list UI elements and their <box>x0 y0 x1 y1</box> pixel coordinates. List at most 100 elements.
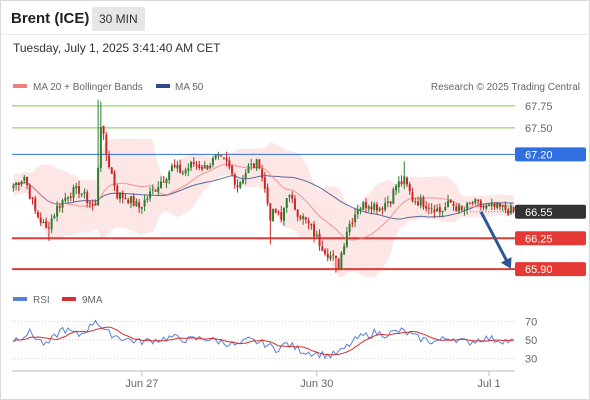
level-label-66.55: 66.55 <box>525 207 553 219</box>
level-label-67.75: 67.75 <box>525 101 553 113</box>
candle-body <box>340 253 343 270</box>
candle-body <box>488 204 491 206</box>
candle-body <box>293 198 296 210</box>
candle-body <box>507 209 510 215</box>
time-tick-label: Jun 27 <box>125 378 158 390</box>
candle-body <box>56 205 59 217</box>
candle-body <box>433 209 436 213</box>
price-levels <box>12 105 515 271</box>
candle-body <box>67 197 70 199</box>
candle-body <box>482 206 485 208</box>
candle-body <box>354 214 357 223</box>
candle-body <box>17 182 20 185</box>
candle-body <box>348 224 351 233</box>
candle-body <box>105 134 108 155</box>
candle-body <box>395 185 398 191</box>
candle-body <box>23 177 26 181</box>
candle-body <box>414 201 417 203</box>
time-tick-label: Jun 30 <box>300 378 333 390</box>
level-tag-65.90 <box>515 262 586 277</box>
level-label-67.20: 67.20 <box>525 149 553 161</box>
candle-body <box>468 203 471 205</box>
candle-body <box>321 246 324 251</box>
candle-body <box>138 202 141 208</box>
rsi-ma-line <box>13 326 514 356</box>
candle-body <box>280 212 283 220</box>
candle-body <box>479 200 482 208</box>
candle-body <box>47 227 50 229</box>
forecast-arrow-shaft <box>479 211 511 266</box>
candle-body <box>359 208 362 211</box>
candle-body <box>88 202 91 204</box>
candle-body <box>233 174 236 185</box>
chart-datetime: Tuesday, July 1, 2025 3:41:40 AM CET <box>13 41 221 55</box>
candle-body <box>302 216 305 220</box>
bollinger-band <box>13 138 514 278</box>
candle-body <box>449 199 452 203</box>
candle-body <box>400 181 403 185</box>
candle-body <box>427 207 430 209</box>
candle-body <box>471 202 474 204</box>
candle-body <box>127 199 130 203</box>
candle-body <box>370 206 373 210</box>
candle-body <box>274 209 277 213</box>
rsi-ma-legend-swatch <box>62 297 76 301</box>
candle-body <box>310 223 313 226</box>
candle-body <box>411 192 414 201</box>
ma50-legend-swatch <box>156 84 170 88</box>
candle-body <box>244 173 247 179</box>
candle-body <box>263 177 266 189</box>
candle-body <box>15 182 18 185</box>
candle-body <box>121 193 124 198</box>
candle-body <box>474 199 477 204</box>
candle-body <box>345 231 348 247</box>
candle-body <box>373 203 376 210</box>
candle-body <box>255 159 258 169</box>
candle-body <box>296 209 299 217</box>
candle-body <box>304 217 307 220</box>
candle-body <box>455 206 458 212</box>
candle-body <box>69 196 72 198</box>
rsi-tick-30: 30 <box>525 354 537 366</box>
candle-body <box>80 193 83 195</box>
rsi-tick-70: 70 <box>525 316 537 328</box>
candle-body <box>206 165 209 170</box>
candle-body <box>159 181 162 188</box>
candle-body <box>209 165 212 169</box>
candle-body <box>168 171 171 181</box>
candle-body <box>228 160 231 168</box>
candle-body <box>324 249 327 254</box>
candle-body <box>31 197 34 199</box>
candle-body <box>176 165 179 169</box>
candle-body <box>231 166 234 174</box>
interval-badge[interactable]: 30 MIN <box>92 7 145 31</box>
candle-body <box>307 220 310 224</box>
ma20-line <box>13 163 514 241</box>
forecast-arrow-head <box>500 257 512 269</box>
ma20-legend-swatch <box>13 84 27 88</box>
candle-body <box>425 206 428 209</box>
candle-body <box>113 172 116 186</box>
moving-averages <box>13 163 514 241</box>
candle-body <box>192 161 195 164</box>
candle-body <box>403 176 406 185</box>
candle-body <box>124 197 127 200</box>
candle-body <box>58 206 61 208</box>
candle-body <box>154 190 157 192</box>
candle-body <box>83 191 86 194</box>
candle-body <box>20 181 23 185</box>
candle-body <box>129 196 132 204</box>
candle-body <box>42 222 45 224</box>
candle-body <box>162 181 165 183</box>
candle-body <box>416 201 419 206</box>
candle-body <box>132 196 135 206</box>
candle-body <box>362 202 365 210</box>
candle-body <box>291 194 294 199</box>
candle-body <box>252 163 255 168</box>
candle-body <box>509 205 512 214</box>
candle-body <box>288 195 291 198</box>
candle-body <box>343 245 346 255</box>
candle-body <box>258 159 261 169</box>
candle-body <box>441 210 444 212</box>
